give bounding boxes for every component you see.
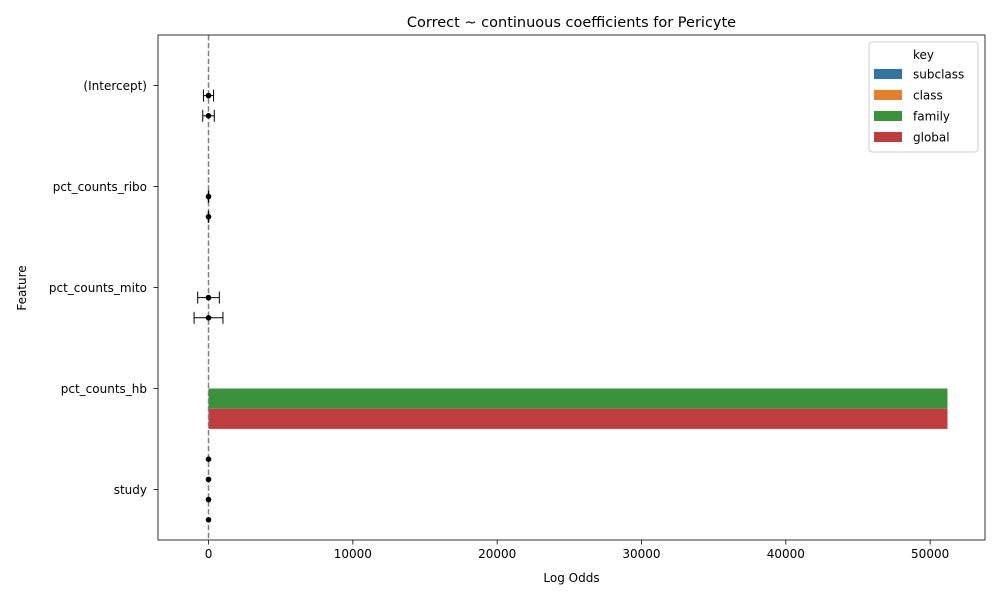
error-bars-layer xyxy=(193,89,224,523)
legend-swatch-global xyxy=(874,132,902,142)
y-ticks-layer: (Intercept) pct_counts_ribo pct_counts_mit… xyxy=(49,79,158,497)
legend-swatch-family xyxy=(874,111,902,121)
err-global-study-point xyxy=(205,517,212,523)
y-tick-label-pct-counts-hb: pct_counts_hb xyxy=(61,382,147,396)
x-tick-label-0: 0 xyxy=(205,547,213,561)
y-tick-label-intercept: (Intercept) xyxy=(83,79,147,93)
err-global-intercept-point xyxy=(205,113,212,119)
y-tick-label-pct-counts-mito: pct_counts_mito xyxy=(49,281,147,295)
x-tick-label-20000: 20000 xyxy=(478,547,516,561)
legend-label-subclass: subclass xyxy=(913,68,964,82)
x-ticks-layer: 0 10000 20000 30000 40000 50000 xyxy=(205,540,949,561)
legend-label-family: family xyxy=(913,110,950,124)
plot-area xyxy=(158,35,985,540)
err-family-study-point xyxy=(205,496,212,503)
y-tick-label-study: study xyxy=(114,483,147,497)
err-global-pct-counts-mito-point xyxy=(205,315,212,321)
legend: key subclass class family global xyxy=(868,41,979,153)
x-axis-label: Log Odds xyxy=(543,571,599,585)
legend-swatch-class xyxy=(874,90,902,100)
x-tick-label-50000: 50000 xyxy=(911,547,949,561)
legend-label-class: class xyxy=(913,89,943,103)
err-global-pct-counts-ribo-point xyxy=(205,214,212,220)
bars-layer xyxy=(208,65,948,429)
y-tick-label-pct-counts-ribo: pct_counts_ribo xyxy=(53,180,147,194)
x-tick-label-10000: 10000 xyxy=(334,547,372,561)
bar-global-pct-counts-hb xyxy=(208,408,948,429)
err-family-intercept-point xyxy=(205,92,212,99)
err-family-pct-counts-mito-point xyxy=(205,294,212,301)
legend-title: key xyxy=(913,48,934,62)
y-axis-label: Feature xyxy=(15,265,29,310)
legend-swatch-subclass xyxy=(874,69,902,79)
x-tick-label-30000: 30000 xyxy=(622,547,660,561)
chart-title: Correct ~ continuous coefficients for Pe… xyxy=(407,15,736,31)
err-family-pct-counts-ribo-point xyxy=(205,193,212,200)
legend-label-global: global xyxy=(913,131,950,145)
err-class-study-point xyxy=(205,476,212,483)
err-subclass-study-point xyxy=(205,456,212,463)
bar-family-pct-counts-hb xyxy=(208,388,948,409)
x-tick-label-40000: 40000 xyxy=(767,547,805,561)
legend-entries: subclass class family global xyxy=(874,68,964,145)
